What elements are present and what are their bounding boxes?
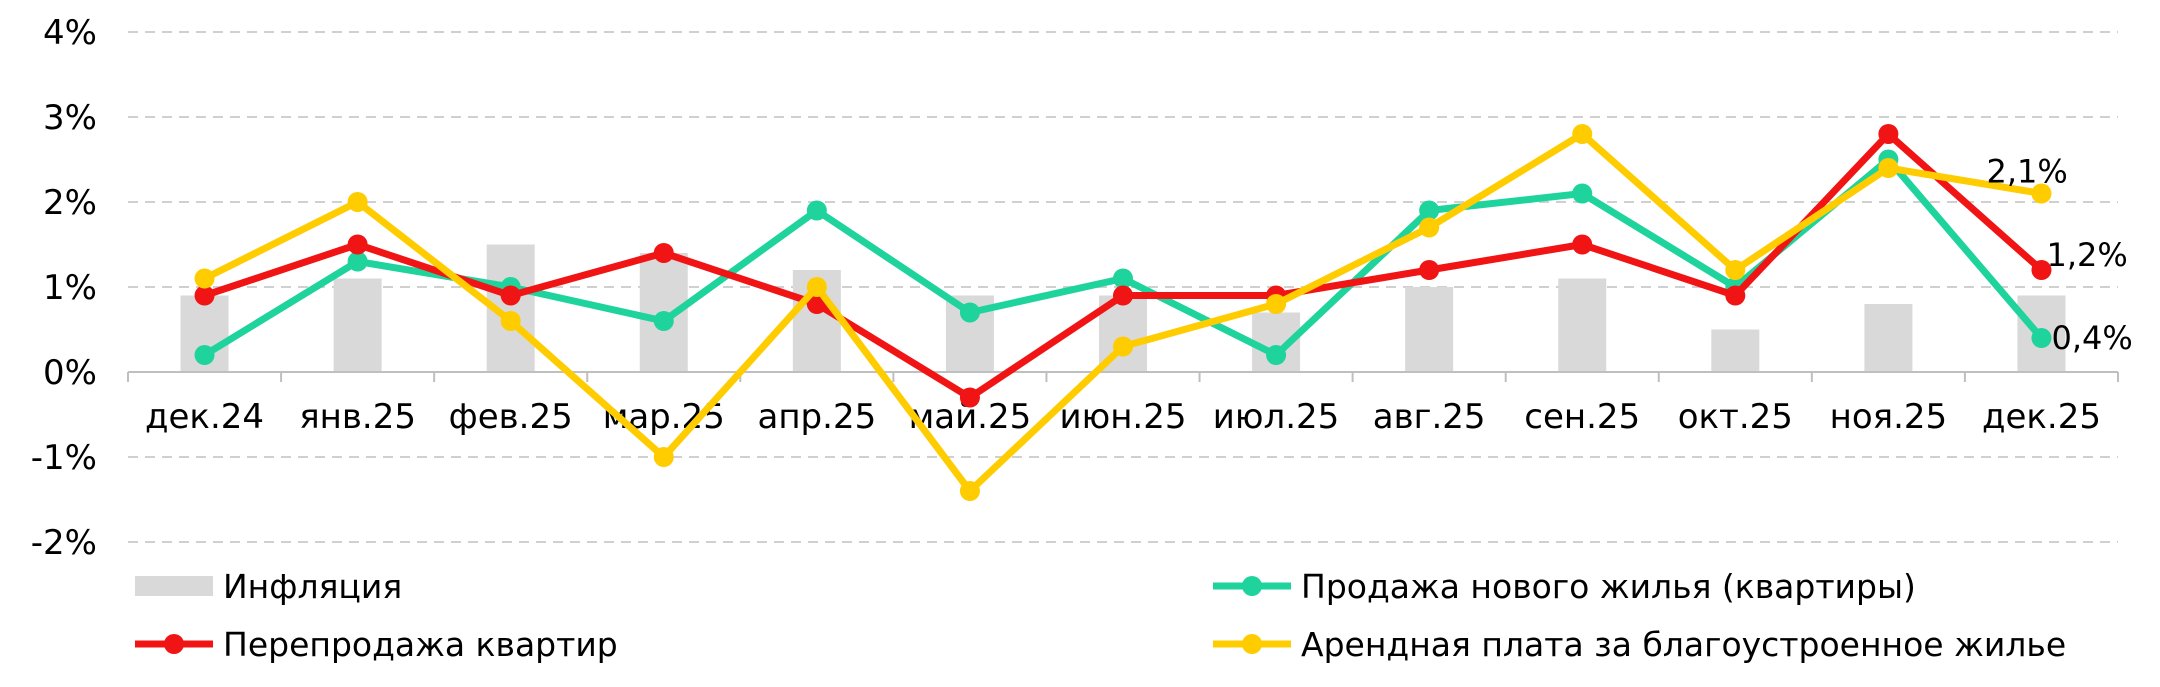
y-tick-label: -1% [31,438,97,478]
legend-marker [1242,576,1262,596]
series-point [653,311,674,331]
data-label: 1,2% [2046,236,2127,274]
x-tick-label: дек.24 [145,397,264,437]
series-point [2031,260,2052,280]
x-tick-label: дек.25 [1982,397,2101,437]
legend-marker [1242,634,1262,654]
series-point [347,234,368,255]
legend-label: Перепродажа квартир [223,625,618,664]
legend: Инфляция Продажа нового жилья (квартиры) П… [135,567,2066,664]
series-point [194,268,215,289]
series-point [1419,200,1440,221]
x-axis-ticks [127,372,2119,382]
series-point [1725,285,1746,306]
series-point [1878,124,1899,144]
x-tick-label: сен.25 [1524,397,1640,437]
inflation-bar [1864,304,1913,372]
legend-label: Арендная плата за благоустроенное жилье [1301,625,2066,664]
inflation-bar [1711,329,1760,372]
y-tick-label: 2% [43,183,97,223]
series-point [806,277,827,297]
x-axis-tick-labels: дек.24 янв.25 фев.25 мар.25 апр.25 май.25 июн.… [145,397,2101,437]
series-point [1113,268,1133,289]
series-point [1113,285,1133,306]
legend-item: Арендная плата за благоустроенное жилье [1213,625,2066,664]
x-tick-label: июн.25 [1059,397,1186,437]
series-point [806,200,827,221]
x-tick-label: апр.25 [757,397,876,437]
inflation-bar [1558,278,1607,372]
x-tick-label: авг.25 [1373,397,1486,437]
series-point [1878,158,1899,178]
series-point [1725,260,1746,280]
series-point [347,251,368,272]
series-point [2031,328,2052,348]
series-point [500,311,521,331]
series-point [1419,260,1440,280]
series-point [1419,217,1440,238]
series-point [1572,183,1593,204]
legend-item: Перепродажа квартир [135,625,618,664]
y-tick-label: 4% [43,13,97,53]
legend-label: Инфляция [223,567,402,606]
legend-label: Продажа нового жилья (квартиры) [1301,567,1916,606]
x-tick-label: окт.25 [1678,397,1793,437]
y-tick-label: -2% [31,523,97,563]
series-point [1266,345,1287,365]
series-3 [194,124,2052,501]
y-tick-label: 0% [43,353,97,393]
y-axis-tick-labels: 4% 3% 2% 1% 0% -1% -2% [31,13,97,563]
legend-item: Продажа нового жилья (квартиры) [1213,567,1916,606]
series-point [1266,294,1287,314]
data-label: 0,4% [2051,319,2132,357]
series-lines [194,124,2052,501]
inflation-bar [1405,287,1454,372]
series-point [194,285,215,306]
series-point [959,302,980,323]
x-tick-label: янв.25 [299,397,416,437]
series-point [347,192,368,212]
series-point [653,243,674,263]
legend-item: Инфляция [135,567,402,606]
x-tick-label: июл.25 [1213,397,1340,437]
data-labels: 2,1% 1,2% 0,4% [1986,153,2132,358]
series-point [194,345,215,365]
y-tick-label: 3% [43,98,97,138]
x-tick-label: ноя.25 [1830,397,1948,437]
legend-marker [164,634,184,654]
series-point [653,447,674,467]
data-label: 2,1% [1986,153,2067,191]
x-tick-label: фев.25 [449,397,573,437]
grid-lines [128,31,2118,543]
legend-swatch [135,576,213,596]
series-point [500,285,521,306]
series-point [1572,124,1593,144]
series-point [959,387,980,408]
series-point [2031,183,2052,204]
series-point [1113,336,1133,357]
series-point [959,481,980,501]
series-point [1572,234,1593,255]
inflation-bar [333,278,382,372]
y-tick-label: 1% [43,268,97,308]
